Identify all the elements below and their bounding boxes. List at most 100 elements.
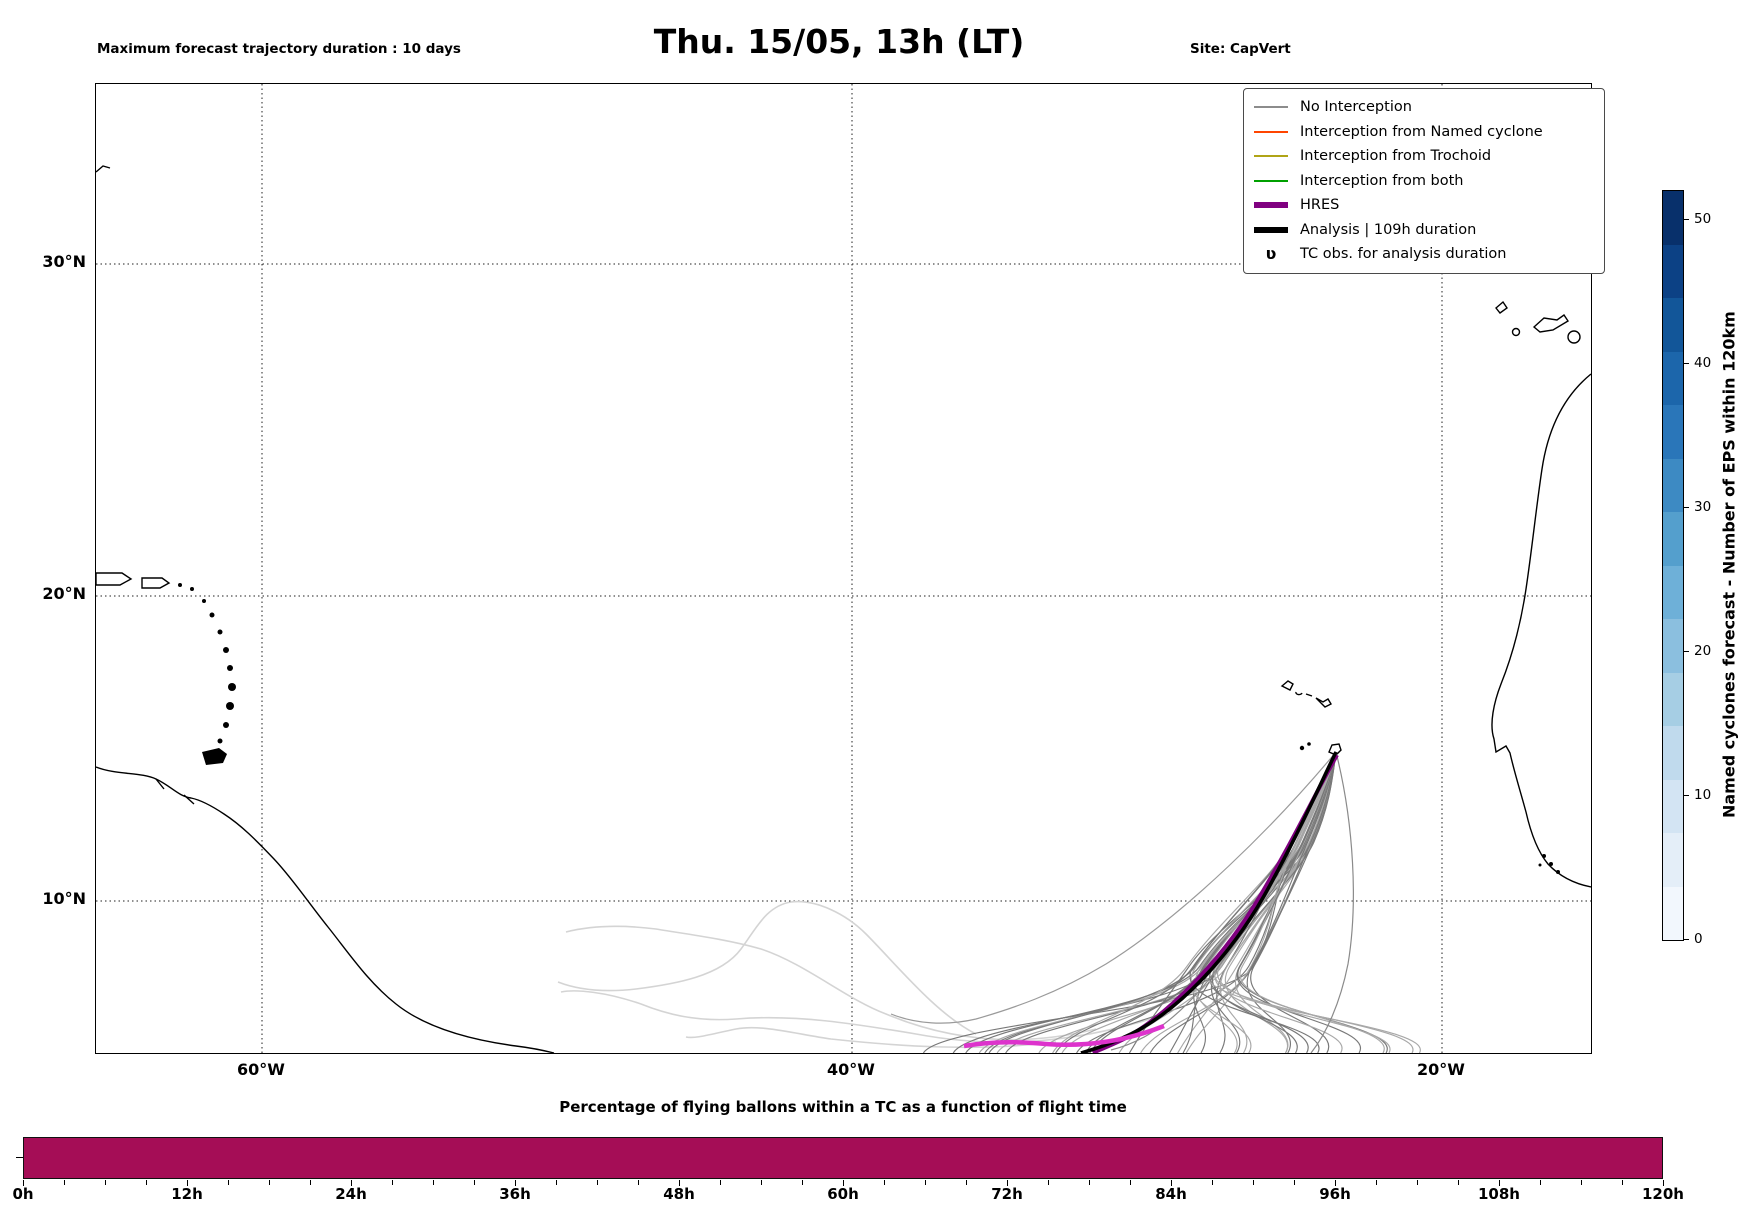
x-axis-tick-label: 108h xyxy=(1478,1185,1520,1203)
colorbar-tick-label: 10 xyxy=(1694,787,1712,803)
x-axis-minor-tick xyxy=(1622,1180,1624,1185)
x-axis-minor-tick xyxy=(1458,1180,1460,1185)
legend-line-swatch xyxy=(1254,179,1288,182)
x-axis-major-tick xyxy=(1663,1180,1665,1186)
trajectory-line xyxy=(1239,751,1385,1053)
coastline-capeverde-n xyxy=(1295,691,1332,708)
x-axis-minor-tick xyxy=(638,1180,640,1185)
legend-line-swatch xyxy=(1254,202,1288,209)
x-axis-major-tick xyxy=(1499,1180,1501,1186)
colorbar-tick xyxy=(1684,219,1689,221)
trajectory-line xyxy=(1250,751,1337,1053)
x-axis-minor-tick xyxy=(146,1180,148,1185)
x-axis-minor-tick xyxy=(966,1180,968,1185)
colorbar-tick-label: 20 xyxy=(1694,643,1712,659)
x-axis-minor-tick xyxy=(761,1180,763,1185)
x-axis-major-tick xyxy=(1171,1180,1173,1186)
x-axis-minor-tick xyxy=(1581,1180,1583,1185)
colorbar-band xyxy=(1663,512,1683,566)
colorbar-band xyxy=(1663,672,1683,726)
bar-y-tick xyxy=(16,1157,23,1159)
lat-tick-30n: 30°N xyxy=(42,252,86,271)
colorbar-tick xyxy=(1684,507,1689,509)
x-axis-major-tick xyxy=(515,1180,517,1186)
lat-tick-10n: 10°N xyxy=(42,889,86,908)
colorbar-band xyxy=(1663,191,1683,245)
figure-title: Thu. 15/05, 13h (LT) xyxy=(653,22,1025,61)
graticule xyxy=(96,84,1591,1053)
x-axis-minor-tick xyxy=(1253,1180,1255,1185)
info-left-line1: Maximum forecast trajectory duration : 1… xyxy=(97,41,461,57)
colorbar-band xyxy=(1663,833,1683,887)
colorbar-band xyxy=(1663,298,1683,352)
trajectory-line xyxy=(1219,751,1337,1053)
trajectories-faint xyxy=(557,900,1167,1049)
x-axis-minor-tick xyxy=(310,1180,312,1185)
colorbar xyxy=(1662,190,1684,941)
coastline-canary-3 xyxy=(1532,314,1569,333)
coastlines xyxy=(96,165,1591,1053)
coastline-capeverde-nw xyxy=(1280,680,1294,691)
lon-tick-60w: 60°W xyxy=(237,1060,285,1079)
colorbar-band xyxy=(1663,886,1683,940)
legend-item-label: No Interception xyxy=(1300,99,1412,116)
legend-line-swatch xyxy=(1254,226,1288,233)
coastline-venezuela-detail xyxy=(155,778,195,805)
x-axis-minor-tick xyxy=(1089,1180,1091,1185)
colorbar-band xyxy=(1663,458,1683,512)
x-axis-minor-tick xyxy=(1048,1180,1050,1185)
colorbar-label: Named cyclones forecast - Number of EPS … xyxy=(1719,311,1739,818)
colorbar-band xyxy=(1663,619,1683,673)
x-axis-minor-tick xyxy=(474,1180,476,1185)
map-canvas xyxy=(96,84,1591,1053)
x-axis-minor-tick xyxy=(925,1180,927,1185)
colorbar-tick xyxy=(1684,363,1689,365)
colorbar-tick-label: 30 xyxy=(1694,499,1712,515)
legend-item-label: Interception from Named cyclone xyxy=(1300,123,1543,140)
colorbar-tick xyxy=(1684,651,1689,653)
trajectory-line xyxy=(1210,751,1337,1053)
x-axis-major-tick xyxy=(843,1180,845,1186)
legend-item: No Interception xyxy=(1254,95,1594,120)
x-axis-tick-label: 60h xyxy=(827,1185,859,1203)
x-axis-minor-tick xyxy=(556,1180,558,1185)
x-axis-tick-label: 24h xyxy=(335,1185,367,1203)
x-axis-tick-label: 96h xyxy=(1319,1185,1351,1203)
lat-tick-20n: 20°N xyxy=(42,584,86,603)
coastline-canary-2 xyxy=(1511,327,1521,337)
x-axis-minor-tick xyxy=(269,1180,271,1185)
x-axis-minor-tick xyxy=(1540,1180,1542,1185)
trajectory-line xyxy=(1246,751,1337,1053)
x-axis-minor-tick xyxy=(1130,1180,1132,1185)
tc-cyclone-icon: ʋ xyxy=(1265,244,1277,264)
x-axis-minor-tick xyxy=(392,1180,394,1185)
legend-item: ʋ TC obs. for analysis duration xyxy=(1254,242,1594,267)
x-axis-minor-tick xyxy=(1417,1180,1419,1185)
legend-line-swatch xyxy=(1254,155,1288,158)
colorbar-band xyxy=(1663,244,1683,298)
lon-tick-40w: 40°W xyxy=(827,1060,875,1079)
lon-tick-20w: 20°W xyxy=(1417,1060,1465,1079)
legend-item-label: Analysis | 109h duration xyxy=(1300,221,1477,238)
x-axis-major-tick xyxy=(187,1180,189,1186)
x-axis-minor-tick xyxy=(1294,1180,1296,1185)
coastline-canary-1 xyxy=(1495,300,1508,314)
legend-item-label: Interception from both xyxy=(1300,172,1464,189)
x-axis-major-tick xyxy=(1335,1180,1337,1186)
x-axis-minor-tick xyxy=(64,1180,66,1185)
legend-item: Interception from Named cyclone xyxy=(1254,120,1594,145)
legend-item-label: TC obs. for analysis duration xyxy=(1300,246,1507,263)
trajectory-line xyxy=(1217,751,1391,1053)
x-axis-tick-label: 72h xyxy=(991,1185,1023,1203)
x-axis-minor-tick xyxy=(433,1180,435,1185)
x-axis-minor-tick xyxy=(1212,1180,1214,1185)
colorbar-tick-label: 0 xyxy=(1694,931,1703,947)
legend-item: Interception from Trochoid xyxy=(1254,144,1594,169)
x-axis-tick-label: 84h xyxy=(1155,1185,1187,1203)
coastline-africa xyxy=(1491,373,1591,888)
island-dots xyxy=(178,583,1560,874)
x-axis-tick-label: 12h xyxy=(171,1185,203,1203)
x-axis-major-tick xyxy=(23,1180,25,1186)
coastline-puerto-rico xyxy=(141,577,171,589)
